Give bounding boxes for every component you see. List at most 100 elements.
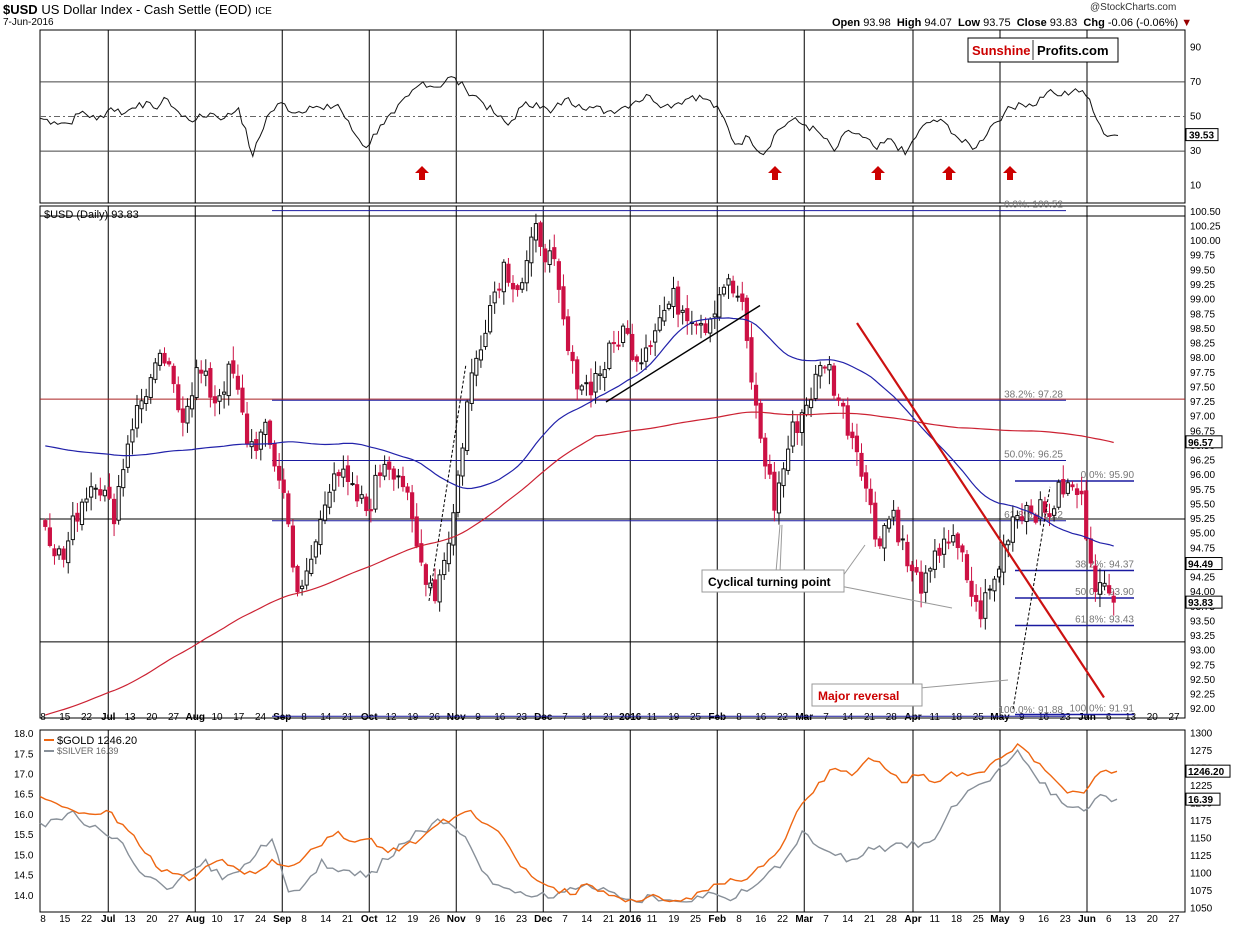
- silver-value-badge-text: 16.39: [1188, 795, 1213, 806]
- metals-left-tick: 18.0: [14, 729, 34, 740]
- symbol-title: $USD US Dollar Index - Cash Settle (EOD)…: [3, 2, 272, 17]
- candle-body: [153, 362, 158, 380]
- price-candle: [575, 356, 580, 401]
- price-candle: [515, 283, 520, 297]
- price-candle: [772, 461, 777, 522]
- price-candle: [868, 478, 873, 514]
- candle-body: [786, 448, 791, 471]
- candle-body: [671, 287, 676, 308]
- price-candle: [153, 358, 158, 384]
- x-tick-label: Apr: [904, 712, 921, 723]
- candle-body: [909, 564, 915, 572]
- candle-body: [795, 421, 800, 433]
- x-tick-label: 19: [668, 712, 680, 723]
- callout-leader: [839, 585, 953, 609]
- x-tick-label: 19: [407, 914, 419, 925]
- candle-body: [859, 452, 864, 477]
- x-tick-label: May: [990, 914, 1010, 925]
- x-tick-label: 14: [842, 914, 854, 925]
- candle-body: [873, 502, 878, 540]
- candle-body: [304, 570, 309, 586]
- price-candle: [1102, 570, 1107, 591]
- candle-body: [194, 367, 199, 399]
- gold-value-badge-text: 1246.20: [1188, 767, 1225, 778]
- price-candle: [474, 350, 479, 387]
- candle-body: [492, 291, 497, 304]
- candle-body: [923, 572, 928, 593]
- x-tick-label: 15: [59, 712, 71, 723]
- silver-value-badge: [1185, 792, 1221, 806]
- price-candle: [162, 347, 167, 367]
- price-candle: [978, 587, 983, 628]
- candle-body: [52, 548, 57, 557]
- candle-body: [130, 429, 135, 443]
- candle-body: [75, 512, 80, 522]
- price-candle: [611, 330, 616, 353]
- candle-body: [598, 373, 603, 376]
- candle-body: [579, 385, 584, 391]
- price-candle: [199, 360, 204, 384]
- price-y-tick: 95.75: [1190, 485, 1215, 496]
- silver-line: [39, 748, 1118, 904]
- x-tick-label: 22: [777, 914, 789, 925]
- price-candle: [703, 317, 708, 336]
- price-y-tick: 95.25: [1190, 514, 1215, 525]
- candle-body: [905, 541, 910, 567]
- candle-body: [56, 548, 62, 556]
- candle-body: [891, 509, 896, 518]
- price-candle: [121, 458, 126, 497]
- candle-body: [983, 592, 988, 619]
- price-candle: [318, 510, 323, 555]
- candle-body: [804, 404, 809, 416]
- watermark: @StockCharts.com: [1090, 2, 1177, 13]
- price-candle: [391, 465, 396, 491]
- price-candle: [79, 498, 85, 531]
- fib-lower-label: 38.2%: 94.37: [1075, 560, 1134, 571]
- price-candle: [322, 491, 328, 525]
- candle-body: [332, 473, 337, 491]
- candle-body: [396, 475, 401, 478]
- price-candle: [290, 519, 296, 573]
- x-tick-label: 18: [951, 914, 963, 925]
- candle-body: [263, 421, 268, 436]
- x-tick-label: Jul: [101, 914, 116, 925]
- price-candle: [808, 387, 814, 418]
- candle-body: [144, 396, 149, 404]
- candle-body: [171, 365, 176, 385]
- candle-body: [529, 236, 534, 264]
- price-candle: [1107, 573, 1112, 596]
- price-candle: [125, 435, 130, 473]
- x-tick-label: 21: [342, 712, 354, 723]
- price-candle: [93, 484, 98, 500]
- candle-body: [350, 483, 355, 486]
- metals-right-tick: 1225: [1190, 781, 1213, 792]
- rsi-y-tick: 10: [1190, 181, 1202, 192]
- sunshine-profits-logo: [967, 37, 1119, 63]
- price-candle: [189, 382, 195, 418]
- candle-body: [662, 309, 667, 322]
- price-candle: [437, 569, 442, 612]
- price-candle: [510, 275, 516, 303]
- price-candle: [749, 323, 754, 390]
- price-candle: [620, 323, 626, 348]
- candle-body: [364, 496, 369, 512]
- price-y-tick: 93.00: [1190, 646, 1215, 657]
- price-y-tick: 98.75: [1190, 309, 1215, 320]
- price-candle: [579, 384, 584, 396]
- ma50-line: [45, 317, 1114, 547]
- candle-body: [1074, 488, 1080, 495]
- candle-body: [547, 250, 552, 266]
- fib-upper-label: 38.2%: 97.28: [1004, 389, 1063, 400]
- candle-body: [515, 285, 520, 291]
- candle-body: [1065, 482, 1070, 494]
- rsi-y-tick: 30: [1190, 146, 1202, 157]
- candle-body: [93, 487, 98, 490]
- x-tick-label: 25: [973, 914, 985, 925]
- major-reversal-callout: [811, 683, 923, 707]
- candle-body: [203, 370, 208, 376]
- x-tick-label: Aug: [186, 712, 205, 723]
- candle-body: [295, 565, 300, 593]
- price-candle: [226, 361, 231, 406]
- candle-body: [625, 328, 630, 334]
- price-candle: [497, 282, 502, 299]
